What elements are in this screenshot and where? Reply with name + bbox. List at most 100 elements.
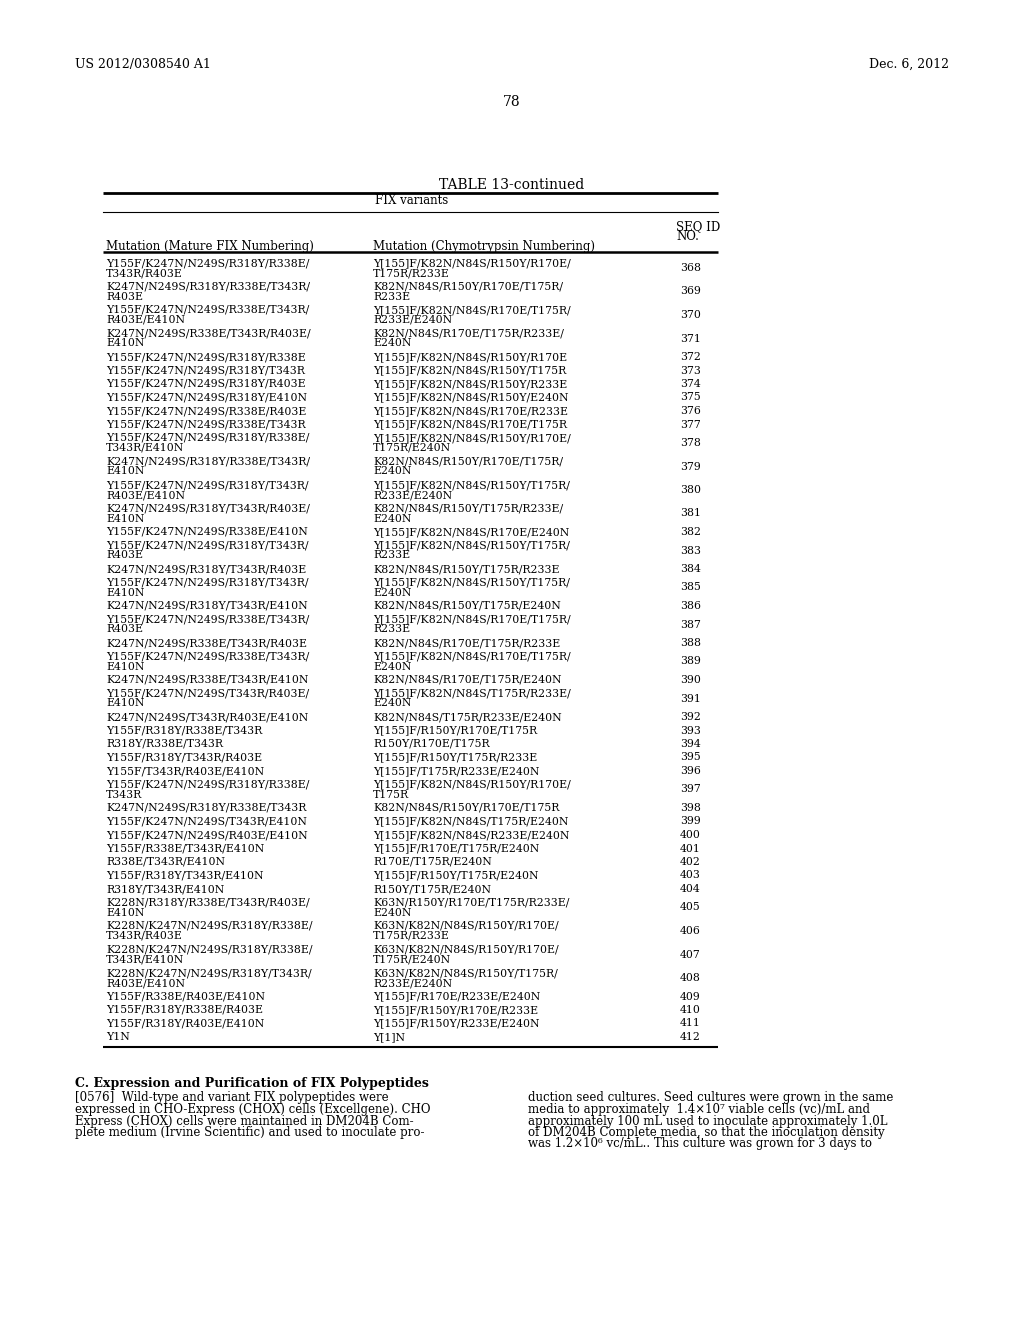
Text: Y155F/K247N/N249S/R318Y/T343R/: Y155F/K247N/N249S/R318Y/T343R/ (106, 578, 308, 587)
Text: K247N/N249S/R318Y/R338E/T343R/: K247N/N249S/R318Y/R338E/T343R/ (106, 457, 310, 466)
Text: R233E: R233E (373, 550, 411, 561)
Text: Y[155]F/K82N/N84S/R150Y/T175R/: Y[155]F/K82N/N84S/R150Y/T175R/ (373, 578, 570, 587)
Text: 405: 405 (680, 903, 700, 912)
Text: Y[155]F/K82N/N84S/R150Y/R170E/: Y[155]F/K82N/N84S/R150Y/R170E/ (373, 257, 570, 268)
Text: R150Y/R170E/T175R: R150Y/R170E/T175R (373, 739, 489, 748)
Text: Mutation (Mature FIX Numbering): Mutation (Mature FIX Numbering) (106, 240, 314, 253)
Text: K247N/N249S/R318Y/R338E/T343R/: K247N/N249S/R318Y/R338E/T343R/ (106, 281, 310, 292)
Text: Y155F/K247N/N249S/T343R/E410N: Y155F/K247N/N249S/T343R/E410N (106, 817, 307, 826)
Text: 378: 378 (680, 438, 700, 447)
Text: Y[155]F/K82N/N84S/R150Y/R170E: Y[155]F/K82N/N84S/R150Y/R170E (373, 352, 567, 362)
Text: 403: 403 (680, 870, 700, 880)
Text: expressed in CHO-Express (CHOX) cells (Excellgene). CHO: expressed in CHO-Express (CHOX) cells (E… (75, 1104, 430, 1115)
Text: 404: 404 (680, 884, 700, 894)
Text: 397: 397 (680, 784, 700, 795)
Text: 380: 380 (680, 484, 701, 495)
Text: R233E: R233E (373, 624, 411, 635)
Text: R403E/E410N: R403E/E410N (106, 315, 185, 325)
Text: K228N/K247N/N249S/R318Y/T343R/: K228N/K247N/N249S/R318Y/T343R/ (106, 968, 311, 978)
Text: Y155F/R318Y/R338E/T343R: Y155F/R318Y/R338E/T343R (106, 726, 262, 735)
Text: Y[155]F/R170E/T175R/E240N: Y[155]F/R170E/T175R/E240N (373, 843, 540, 854)
Text: E410N: E410N (106, 466, 144, 477)
Text: E410N: E410N (106, 908, 144, 917)
Text: Y[155]F/K82N/N84S/R150Y/T175R/: Y[155]F/K82N/N84S/R150Y/T175R/ (373, 480, 570, 490)
Text: Y[155]F/R150Y/R170E/R233E: Y[155]F/R150Y/R170E/R233E (373, 1005, 539, 1015)
Text: Y155F/K247N/N249S/R338E/T343R/: Y155F/K247N/N249S/R338E/T343R/ (106, 652, 309, 661)
Text: 392: 392 (680, 711, 700, 722)
Text: 399: 399 (680, 817, 700, 826)
Text: K247N/N249S/R318Y/R338E/T343R: K247N/N249S/R318Y/R338E/T343R (106, 803, 306, 813)
Text: K82N/N84S/R170E/T175R/R233E: K82N/N84S/R170E/T175R/R233E (373, 638, 560, 648)
Text: TABLE 13-continued: TABLE 13-continued (439, 178, 585, 191)
Text: R170E/T175R/E240N: R170E/T175R/E240N (373, 857, 492, 867)
Text: E410N: E410N (106, 338, 144, 348)
Text: K82N/N84S/R150Y/R170E/T175R/: K82N/N84S/R150Y/R170E/T175R/ (373, 457, 563, 466)
Text: K228N/K247N/N249S/R318Y/R338E/: K228N/K247N/N249S/R318Y/R338E/ (106, 945, 312, 954)
Text: E410N: E410N (106, 513, 144, 524)
Text: K82N/N84S/R170E/T175R/R233E/: K82N/N84S/R170E/T175R/R233E/ (373, 329, 564, 338)
Text: Y155F/R318Y/R403E/E410N: Y155F/R318Y/R403E/E410N (106, 1019, 264, 1028)
Text: 374: 374 (680, 379, 700, 389)
Text: R318Y/T343R/E410N: R318Y/T343R/E410N (106, 884, 224, 894)
Text: Y155F/K247N/N249S/R318Y/E410N: Y155F/K247N/N249S/R318Y/E410N (106, 392, 307, 403)
Text: R403E/E410N: R403E/E410N (106, 490, 185, 500)
Text: 386: 386 (680, 601, 701, 611)
Text: of DM204B Complete media, so that the inoculation density: of DM204B Complete media, so that the in… (528, 1126, 885, 1139)
Text: 381: 381 (680, 508, 701, 519)
Text: K82N/N84S/R150Y/T175R/E240N: K82N/N84S/R150Y/T175R/E240N (373, 601, 561, 611)
Text: Y[155]F/K82N/N84S/R150Y/T175R/: Y[155]F/K82N/N84S/R150Y/T175R/ (373, 540, 570, 550)
Text: Y155F/K247N/N249S/R318Y/T343R: Y155F/K247N/N249S/R318Y/T343R (106, 366, 305, 375)
Text: E240N: E240N (373, 908, 412, 917)
Text: Y155F/K247N/N249S/R338E/E410N: Y155F/K247N/N249S/R338E/E410N (106, 527, 308, 537)
Text: K247N/N249S/R338E/T343R/R403E/: K247N/N249S/R338E/T343R/R403E/ (106, 329, 310, 338)
Text: 371: 371 (680, 334, 700, 343)
Text: 396: 396 (680, 766, 700, 776)
Text: R233E/E240N: R233E/E240N (373, 978, 453, 987)
Text: 389: 389 (680, 656, 700, 667)
Text: E240N: E240N (373, 466, 412, 477)
Text: K247N/N249S/R338E/T343R/E410N: K247N/N249S/R338E/T343R/E410N (106, 675, 308, 685)
Text: US 2012/0308540 A1: US 2012/0308540 A1 (75, 58, 211, 71)
Text: Y[155]F/K82N/N84S/T175R/R233E/: Y[155]F/K82N/N84S/T175R/R233E/ (373, 689, 570, 698)
Text: Y155F/K247N/N249S/R318Y/R338E: Y155F/K247N/N249S/R318Y/R338E (106, 352, 306, 362)
Text: 370: 370 (680, 310, 700, 319)
Text: 398: 398 (680, 803, 700, 813)
Text: 402: 402 (680, 857, 700, 867)
Text: media to approximately  1.4×10⁷ viable cells (vc)/mL and: media to approximately 1.4×10⁷ viable ce… (528, 1104, 870, 1115)
Text: Y[155]F/K82N/N84S/T175R/E240N: Y[155]F/K82N/N84S/T175R/E240N (373, 817, 568, 826)
Text: 409: 409 (680, 991, 700, 1002)
Text: 394: 394 (680, 739, 700, 748)
Text: 390: 390 (680, 675, 700, 685)
Text: 410: 410 (680, 1005, 700, 1015)
Text: 388: 388 (680, 638, 701, 648)
Text: plete medium (Irvine Scientific) and used to inoculate pro-: plete medium (Irvine Scientific) and use… (75, 1126, 425, 1139)
Text: R403E: R403E (106, 624, 143, 635)
Text: 78: 78 (503, 95, 521, 110)
Text: Y155F/R318Y/T343R/E410N: Y155F/R318Y/T343R/E410N (106, 870, 263, 880)
Text: 369: 369 (680, 286, 700, 297)
Text: Y155F/K247N/N249S/T343R/R403E/: Y155F/K247N/N249S/T343R/R403E/ (106, 689, 309, 698)
Text: [0576]  Wild-type and variant FIX polypeptides were: [0576] Wild-type and variant FIX polypep… (75, 1092, 389, 1105)
Text: Y[155]F/K82N/N84S/R150Y/R170E/: Y[155]F/K82N/N84S/R150Y/R170E/ (373, 780, 570, 789)
Text: K82N/N84S/R170E/T175R/E240N: K82N/N84S/R170E/T175R/E240N (373, 675, 561, 685)
Text: 373: 373 (680, 366, 700, 375)
Text: K82N/N84S/R150Y/R170E/T175R: K82N/N84S/R150Y/R170E/T175R (373, 803, 559, 813)
Text: Y[1]N: Y[1]N (373, 1032, 406, 1041)
Text: 412: 412 (680, 1032, 700, 1041)
Text: duction seed cultures. Seed cultures were grown in the same: duction seed cultures. Seed cultures wer… (528, 1092, 893, 1105)
Text: Y[155]F/K82N/N84S/R170E/T175R/: Y[155]F/K82N/N84S/R170E/T175R/ (373, 652, 570, 661)
Text: Y155F/R318Y/R338E/R403E: Y155F/R318Y/R338E/R403E (106, 1005, 263, 1015)
Text: 372: 372 (680, 352, 700, 362)
Text: K228N/R318Y/R338E/T343R/R403E/: K228N/R318Y/R338E/T343R/R403E/ (106, 898, 309, 908)
Text: R233E/E240N: R233E/E240N (373, 315, 453, 325)
Text: C. Expression and Purification of FIX Polypeptides: C. Expression and Purification of FIX Po… (75, 1077, 429, 1089)
Text: 379: 379 (680, 462, 700, 471)
Text: K63N/K82N/N84S/R150Y/T175R/: K63N/K82N/N84S/R150Y/T175R/ (373, 968, 558, 978)
Text: R150Y/T175R/E240N: R150Y/T175R/E240N (373, 884, 490, 894)
Text: T175R/E240N: T175R/E240N (373, 444, 452, 453)
Text: Y155F/K247N/N249S/R318Y/R338E/: Y155F/K247N/N249S/R318Y/R338E/ (106, 433, 309, 444)
Text: T343R/R403E: T343R/R403E (106, 931, 183, 941)
Text: R338E/T343R/E410N: R338E/T343R/E410N (106, 857, 225, 867)
Text: 395: 395 (680, 752, 700, 763)
Text: K247N/N249S/R318Y/T343R/R403E/: K247N/N249S/R318Y/T343R/R403E/ (106, 503, 310, 513)
